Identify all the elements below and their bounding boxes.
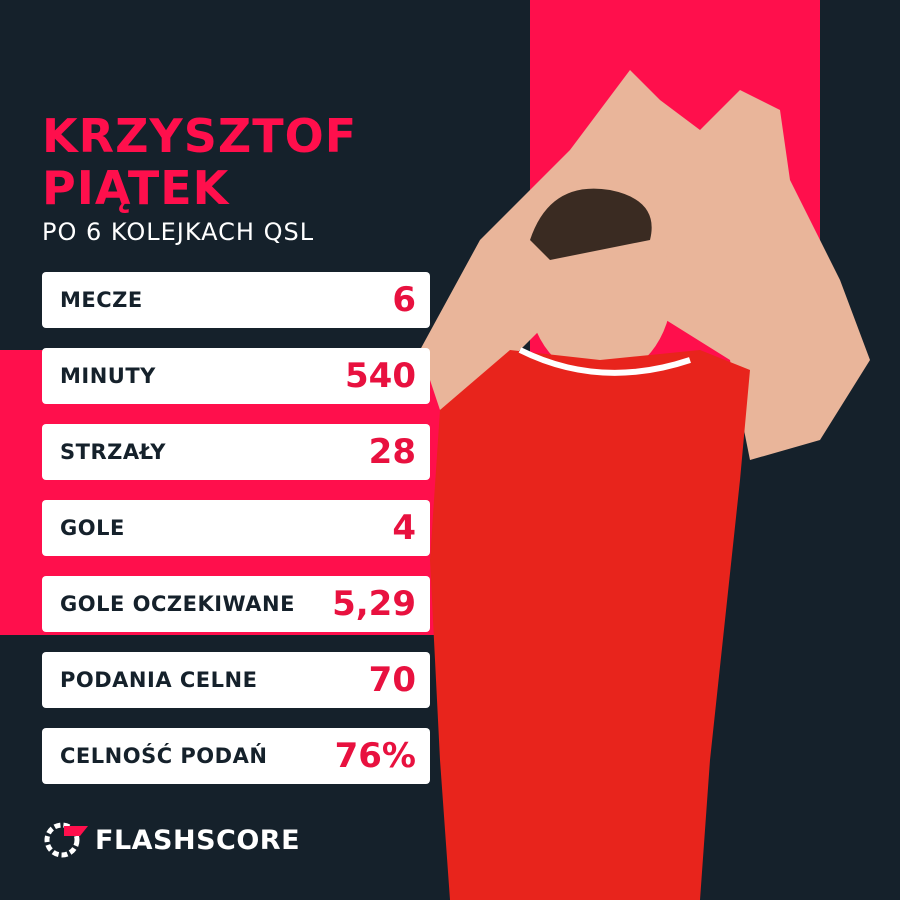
- stat-row: PODANIA CELNE 70: [42, 652, 430, 708]
- stat-label: MECZE: [60, 288, 143, 312]
- stat-value: 70: [368, 660, 416, 700]
- title-line: KRZYSZTOF: [42, 109, 358, 163]
- stat-value: 540: [345, 356, 416, 396]
- brand-name: FLASHSCORE: [95, 825, 301, 856]
- stat-label: MINUTY: [60, 364, 156, 388]
- stat-row: STRZAŁY 28: [42, 424, 430, 480]
- stat-label: STRZAŁY: [60, 440, 167, 464]
- stat-value: 4: [392, 508, 416, 548]
- stat-label: PODANIA CELNE: [60, 668, 258, 692]
- stat-row: CELNOŚĆ PODAŃ 76%: [42, 728, 430, 784]
- stat-row: GOLE OCZEKIWANE 5,29: [42, 576, 430, 632]
- stat-row: GOLE 4: [42, 500, 430, 556]
- stat-value: 28: [368, 432, 416, 472]
- brand-logo: [44, 822, 88, 858]
- stat-label: GOLE OCZEKIWANE: [60, 592, 295, 616]
- stat-row: MINUTY 540: [42, 348, 430, 404]
- stat-value: 5,29: [332, 584, 416, 624]
- stat-label: CELNOŚĆ PODAŃ: [60, 744, 268, 768]
- stat-row: MECZE 6: [42, 272, 430, 328]
- player-illustration: [420, 70, 870, 900]
- subtitle: PO 6 KOLEJKACH QSL: [42, 218, 315, 246]
- stat-value: 76%: [334, 736, 416, 776]
- stat-value: 6: [392, 280, 416, 320]
- title-line: PIĄTEK: [42, 161, 230, 215]
- stat-label: GOLE: [60, 516, 125, 540]
